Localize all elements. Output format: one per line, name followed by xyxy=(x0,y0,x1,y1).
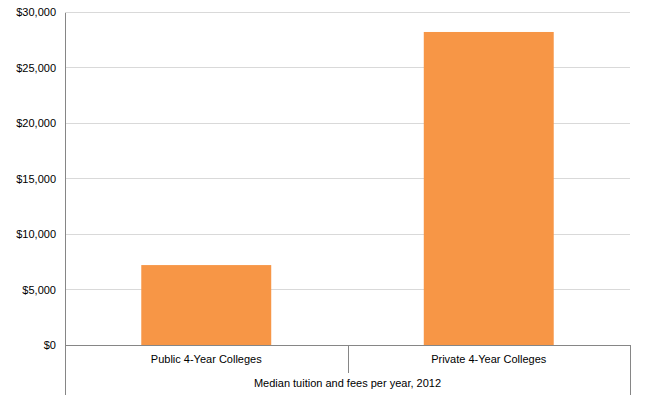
grid-line xyxy=(65,12,630,13)
x-tick-label: Public 4-Year Colleges xyxy=(151,353,262,365)
x-tick-label: Private 4-Year Colleges xyxy=(431,353,547,365)
x-tick: Private 4-Year Colleges xyxy=(431,345,547,365)
y-tick: $20,000 xyxy=(16,117,65,129)
y-axis: $0 $5,000 $10,000 $15,000 $20,000 $25,000 $30,… xyxy=(16,6,65,351)
y-tick-label: $20,000 xyxy=(16,117,56,129)
category-separator xyxy=(65,345,66,395)
x-tick: Public 4-Year Colleges xyxy=(151,345,262,365)
y-tick-label: $10,000 xyxy=(16,228,56,240)
bar xyxy=(424,32,554,345)
y-tick-label: $5,000 xyxy=(22,284,56,296)
y-tick-label: $0 xyxy=(44,339,56,351)
y-tick: $0 xyxy=(44,339,65,351)
y-tick: $15,000 xyxy=(16,173,65,185)
y-tick-label: $30,000 xyxy=(16,6,56,18)
y-axis-line xyxy=(65,13,66,346)
grid xyxy=(65,12,630,345)
chart: $0 $5,000 $10,000 $15,000 $20,000 $25,000 $30,… xyxy=(0,0,650,402)
y-tick: $30,000 xyxy=(16,6,65,18)
category-separators xyxy=(66,345,631,395)
bar xyxy=(141,265,271,345)
y-tick-label: $15,000 xyxy=(16,173,56,185)
category-separator xyxy=(630,345,631,395)
y-tick-label: $25,000 xyxy=(16,62,56,74)
y-tick: $10,000 xyxy=(16,228,65,240)
x-axis-title: Median tuition and fees per year, 2012 xyxy=(254,377,441,389)
bars xyxy=(141,32,553,345)
y-tick: $5,000 xyxy=(22,284,65,296)
y-tick: $25,000 xyxy=(16,62,65,74)
plot: $0 $5,000 $10,000 $15,000 $20,000 $25,000 $30,… xyxy=(16,6,630,395)
category-separator xyxy=(348,345,349,373)
